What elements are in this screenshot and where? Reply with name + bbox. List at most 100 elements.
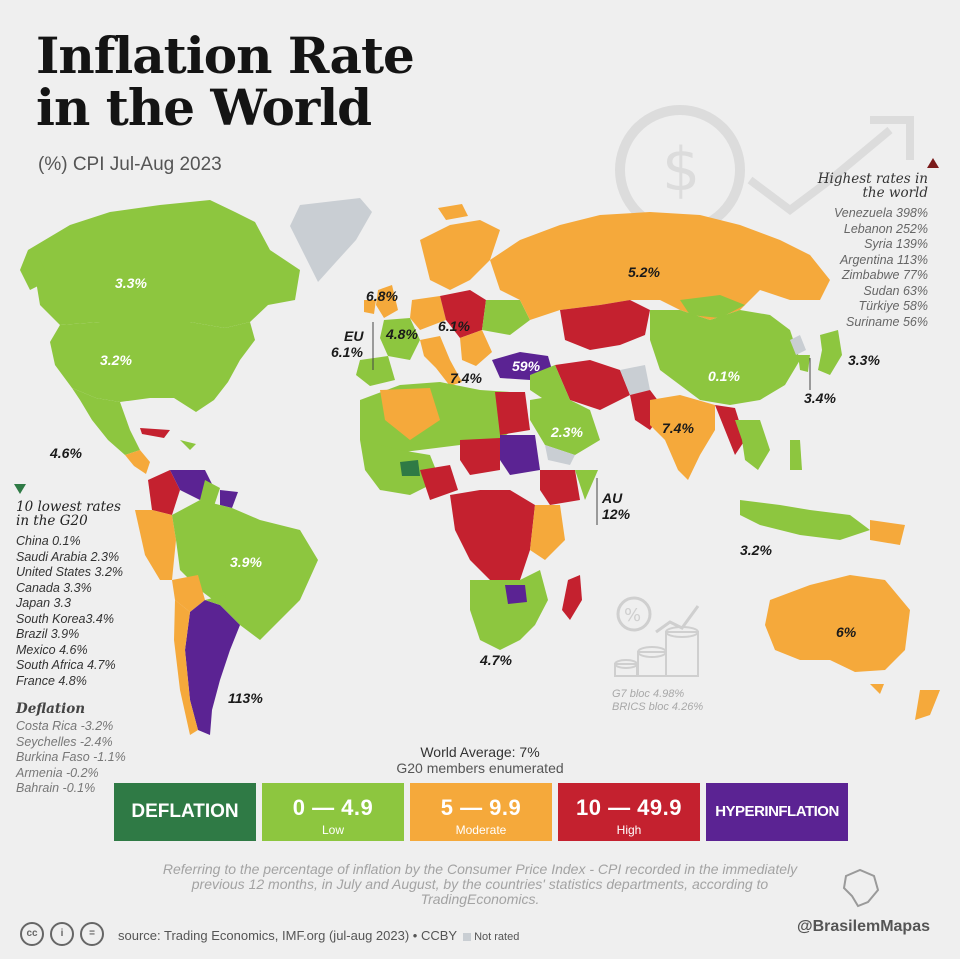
- china: [650, 310, 800, 405]
- title-line-1: Inflation Rate: [36, 26, 415, 85]
- lowest-item: France 4.8%: [16, 673, 87, 688]
- world-average: World Average: 7% G20 members enumerated: [380, 744, 580, 776]
- lowest-item: China 0.1%: [16, 534, 81, 548]
- map-subtitle: (%) CPI Jul-Aug 2023: [38, 154, 222, 175]
- lowest-item: South Korea3.4%: [16, 611, 114, 626]
- iceland: [438, 204, 468, 220]
- label-au: AU: [602, 490, 623, 506]
- noderivatives-icon: =: [80, 922, 104, 946]
- legend-low: 0 — 4.9 Low: [262, 783, 404, 841]
- alaska: [20, 250, 50, 290]
- legend-hyperinflation-label: HYPERINFLATION: [715, 803, 839, 820]
- label-turkiye: 59%: [512, 358, 541, 374]
- morocco-algeria: [380, 388, 440, 440]
- label-saudi: 2.3%: [551, 424, 583, 440]
- myanmar: [715, 405, 745, 455]
- not-rated-label: Not rated: [474, 931, 520, 943]
- label-indonesia: 3.2%: [740, 542, 772, 558]
- deflation-heading: Deflation: [16, 701, 86, 717]
- west-africa: [360, 440, 440, 495]
- brazil-map-logo-icon: [842, 868, 880, 908]
- highest-item: Sudan 63%: [863, 283, 928, 298]
- kazakhstan: [560, 300, 650, 350]
- australia: [765, 575, 910, 672]
- highest-item: Argentina 113%: [839, 252, 928, 267]
- world-average-line1: World Average: 7%: [420, 744, 540, 760]
- triangle-down-icon: [14, 484, 26, 494]
- lowest-item: Japan 3.3: [16, 596, 71, 610]
- label-usa: 3.2%: [100, 352, 132, 368]
- south-korea: [798, 355, 810, 372]
- papua: [870, 520, 905, 545]
- label-central-europe: 6.1%: [438, 318, 470, 334]
- sudan: [500, 435, 540, 475]
- lowest-rates-panel: 10 lowest rates in the G20 China 0.1% Sa…: [16, 500, 123, 689]
- argentina: [185, 600, 240, 735]
- lowest-item: United States 3.2%: [16, 565, 124, 579]
- highest-heading-2: the world: [862, 185, 929, 201]
- source-line: source: Trading Economics, IMF.org (jul-…: [118, 928, 519, 943]
- burkina-faso: [400, 460, 420, 476]
- deflation-item: Costa Rica -3.2%: [16, 719, 114, 733]
- triangle-up-icon: [927, 158, 939, 168]
- bloc-info: G7 bloc 4.98% BRICS bloc 4.26%: [612, 688, 703, 714]
- world-average-line2: G20 members enumerated: [396, 760, 564, 776]
- title-line-2: in the World: [36, 78, 372, 137]
- lowest-item: Canada 3.3%: [16, 580, 92, 595]
- legend-hyperinflation: HYPERINFLATION: [706, 783, 848, 841]
- deflation-panel: Deflation Costa Rica -3.2% Seychelles -2…: [16, 702, 126, 797]
- new-zealand: [915, 690, 940, 720]
- ethiopia: [540, 470, 580, 505]
- mongolia: [680, 295, 745, 318]
- highest-item: Suriname 56%: [846, 314, 928, 329]
- iraq-syria: [530, 365, 570, 400]
- legend-high-range: 10 — 49.9: [575, 795, 682, 820]
- guyana: [200, 480, 220, 506]
- highest-rates-panel: Highest rates in the world Venezuela 398…: [818, 172, 928, 330]
- label-argentina: 113%: [228, 690, 263, 706]
- label-south-africa: 4.7%: [480, 652, 512, 668]
- label-india: 7.4%: [662, 420, 694, 436]
- legend-moderate-sub: Moderate: [455, 823, 507, 837]
- yemen: [545, 445, 575, 465]
- label-eu: EU: [344, 328, 364, 344]
- zimbabwe: [505, 585, 527, 604]
- label-south-korea: 3.4%: [804, 390, 836, 406]
- legend-low-sub: Low: [321, 823, 344, 837]
- germany: [410, 296, 446, 330]
- saudi-arabia: [530, 395, 600, 455]
- scandinavia: [420, 220, 500, 290]
- cc-icon: cc: [20, 922, 44, 946]
- label-eu-value: 6.1%: [331, 344, 363, 360]
- highest-item: Türkiye 58%: [858, 299, 928, 313]
- chile: [174, 600, 198, 735]
- central-america: [125, 450, 150, 474]
- label-france: 4.8%: [386, 326, 418, 342]
- philippines: [790, 440, 802, 470]
- highest-item: Zimbabwe 77%: [841, 268, 928, 282]
- indochina: [735, 420, 770, 470]
- nigeria: [420, 465, 458, 500]
- cuba: [140, 428, 170, 438]
- japan: [818, 330, 842, 375]
- greenland: [290, 198, 372, 282]
- highest-item: Venezuela 398%: [833, 206, 928, 220]
- legend-high-sub: High: [616, 823, 642, 837]
- italy: [420, 336, 462, 386]
- east-africa: [530, 505, 565, 560]
- central-africa: [450, 490, 535, 580]
- lowest-item: Saudi Arabia 2.3%: [16, 549, 120, 564]
- label-australia: 6%: [836, 624, 857, 640]
- legend-deflation-label: DEFLATION: [131, 801, 239, 822]
- lowest-heading-1: 10 lowest rates: [16, 499, 121, 515]
- brand-handle: @BrasilemMapas: [797, 918, 930, 935]
- colombia: [148, 470, 180, 515]
- suriname: [220, 490, 238, 508]
- france: [380, 318, 420, 360]
- ireland: [364, 300, 376, 314]
- north-korea: [790, 335, 806, 355]
- highest-item: Lebanon 252%: [843, 221, 928, 236]
- peru: [135, 510, 176, 580]
- legend-deflation: DEFLATION: [114, 783, 256, 841]
- deflation-item: Armenia -0.2%: [16, 765, 99, 780]
